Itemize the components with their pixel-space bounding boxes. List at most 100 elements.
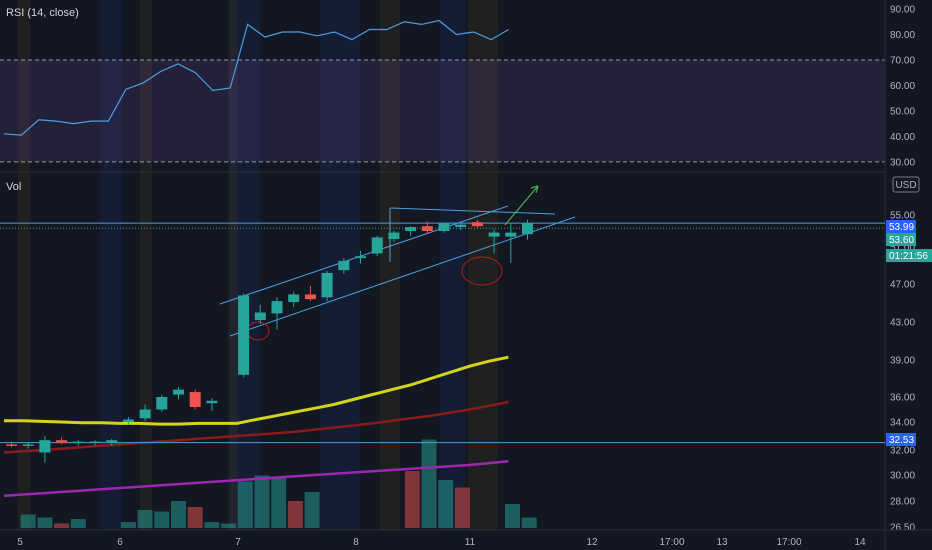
price-tag-box: [886, 433, 916, 446]
price-tag-box: [886, 220, 916, 233]
volume-bar: [204, 522, 220, 528]
rsi-y-axis[interactable]: 90.00 80.00 70.00 60.00 50.00 40.00 30.00: [890, 5, 915, 169]
price-tick-label: 51.00: [890, 243, 915, 254]
session-band: [140, 0, 152, 530]
candle-body: [89, 441, 101, 444]
volume-bar: [237, 481, 253, 528]
candle-body: [405, 227, 417, 231]
breakout-arrow-line: [504, 185, 539, 226]
time-tick-label: 17:00: [659, 537, 684, 548]
currency-label: USD: [895, 180, 916, 191]
candle-body: [238, 295, 250, 375]
volume-bar: [187, 507, 203, 528]
moving-averages: [3, 355, 509, 498]
rsi-tick-label: 50.00: [890, 106, 915, 117]
moving-average-line: [3, 400, 509, 454]
channel-upper-line: [219, 205, 509, 305]
volume-bar: [171, 501, 186, 528]
currency-badge[interactable]: USD: [892, 176, 920, 193]
volume-bar: [20, 514, 36, 528]
volume-bar: [254, 475, 270, 528]
price-tick-label: 32.00: [890, 446, 915, 457]
rsi-pane[interactable]: RSI (14, close) 90.00 80.00 70.00 60.00 50.0…: [0, 5, 915, 169]
volume-bar: [454, 487, 470, 528]
candle-body: [488, 232, 500, 237]
candle-body: [139, 409, 151, 419]
price-tick-label: 34.00: [890, 418, 915, 429]
time-tick-label: 8: [353, 537, 359, 548]
price-tags: 53.99 53.60 01:21:56 32.53: [886, 220, 932, 446]
flag-top-line: [389, 207, 556, 215]
volume-bar: [271, 477, 287, 528]
session-band: [18, 0, 30, 530]
candle-body: [39, 440, 51, 453]
volume-bar: [438, 480, 454, 528]
moving-average-line: [4, 355, 509, 426]
session-band: [228, 0, 238, 530]
volume-bar: [304, 492, 320, 528]
price-tick-label: 28.00: [890, 497, 915, 508]
volume-bar: [404, 471, 420, 528]
rsi-overbought-oversold-band: [0, 60, 885, 162]
rsi-tick-label: 40.00: [890, 132, 915, 143]
price-tick-label: 55.00: [890, 211, 915, 222]
time-tick-label: 6: [117, 537, 123, 548]
candle-body: [321, 272, 333, 298]
session-band: [380, 0, 400, 530]
session-band: [100, 0, 122, 530]
candle-body: [56, 440, 68, 443]
candle-body: [505, 232, 517, 237]
volume-bar: [137, 510, 153, 528]
candle-body: [338, 260, 350, 271]
candle-body: [371, 237, 383, 254]
candle-body: [355, 256, 366, 259]
price-tag-label: 32.53: [889, 435, 914, 446]
time-tick-label: 14: [854, 537, 866, 548]
candle-body: [304, 294, 316, 300]
rsi-tick-label: 60.00: [890, 81, 915, 92]
channel-lower-line: [229, 216, 576, 337]
volume-bar: [521, 517, 537, 528]
volume-bar: [154, 511, 170, 528]
candle-body: [156, 397, 168, 410]
candle-body: [288, 294, 300, 303]
time-tick-label: 7: [235, 537, 241, 548]
candle-body: [254, 312, 266, 321]
candle-body: [206, 400, 218, 404]
price-axis[interactable]: 55.00 51.00 47.00 43.00 39.00 36.00 34.00 32.00…: [890, 211, 915, 534]
candles: [6, 219, 533, 463]
candle-body: [421, 226, 433, 231]
volume-bar: [54, 523, 70, 528]
rsi-tick-label: 30.00: [890, 157, 915, 168]
rsi-title: RSI (14, close): [6, 7, 79, 19]
time-tick-label: 12: [586, 537, 598, 548]
price-pane[interactable]: Vol 55.00 51.00 47.00 43.00 39.00 36.00 34.00 3…: [0, 181, 932, 534]
volume-bar: [37, 517, 53, 528]
candle-body: [6, 444, 17, 446]
volume-bar: [70, 519, 86, 528]
candle-body: [189, 392, 201, 407]
time-tick-label: 5: [17, 537, 23, 548]
candle-body: [455, 224, 467, 227]
breakout-arrow-head: [530, 185, 539, 194]
rsi-tick-label: 80.00: [890, 30, 915, 41]
volume-bar: [221, 523, 237, 528]
candle-body: [122, 419, 134, 422]
candle-body: [388, 232, 400, 239]
rsi-line: [3, 19, 509, 136]
time-axis[interactable]: 5 6 7 8 11 12 17:00 13 17:00 14: [17, 537, 866, 548]
price-tick-label: 30.00: [890, 471, 915, 482]
volume-bar: [505, 504, 520, 528]
price-tag-box: [886, 249, 932, 262]
candle-body: [106, 440, 118, 443]
candle-body: [522, 223, 533, 235]
rsi-tick-label: 90.00: [890, 5, 915, 16]
price-tag-box: [886, 233, 916, 246]
highlight-circle: [461, 256, 503, 286]
candle-body: [438, 223, 450, 231]
moving-average-line: [3, 460, 509, 498]
candle-body: [173, 389, 184, 395]
candle-body: [471, 222, 483, 227]
